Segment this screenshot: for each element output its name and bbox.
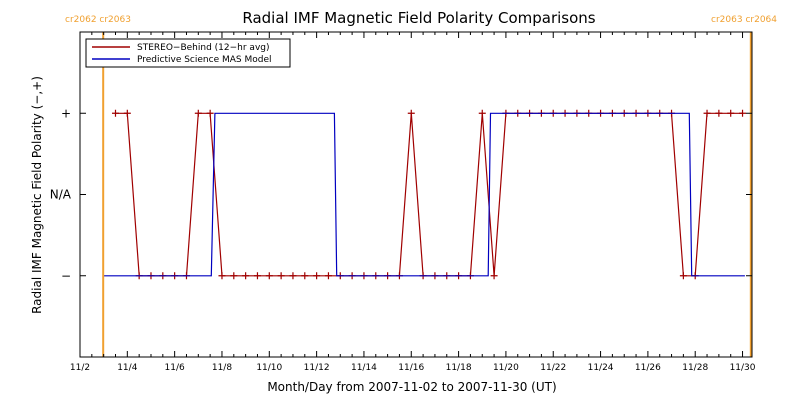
data-point-marker [407, 109, 415, 117]
y-axis-label: Radial IMF Magnetic Field Polarity (−,+) [30, 76, 44, 314]
carrington-rotation-label: cr2062 cr2063 [65, 15, 131, 25]
data-point-marker [289, 272, 297, 280]
x-tick-label: 11/18 [446, 363, 472, 373]
legend-box [85, 38, 291, 68]
data-point-marker [218, 272, 226, 280]
data-point-marker [324, 272, 332, 280]
data-point-marker [242, 272, 250, 280]
x-tick-label: 11/14 [351, 363, 377, 373]
x-ticks: 11/2 11/4 11/6 11/8 11/10 11/12 11/14 11/16 11/1… [70, 32, 756, 373]
data-point-marker [277, 272, 285, 280]
x-tick-label: 11/8 [212, 363, 232, 373]
x-tick-label: 11/30 [730, 363, 756, 373]
legend: STEREO−Behind (12−hr avg) Predictive Scie… [85, 38, 291, 68]
data-point-marker [123, 109, 131, 117]
y-level-label: − [61, 269, 71, 283]
chart-title: Radial IMF Magnetic Field Polarity Compa… [242, 9, 595, 27]
data-point-marker [194, 109, 202, 117]
data-point-marker [301, 272, 309, 280]
data-point-marker [715, 109, 723, 117]
data-point-marker [727, 109, 735, 117]
x-tick-label: 11/2 [70, 363, 90, 373]
data-point-marker [265, 272, 273, 280]
data-point-marker [478, 109, 486, 117]
data-point-marker [253, 272, 261, 280]
x-tick-label: 11/22 [540, 363, 566, 373]
series-layer [103, 109, 747, 280]
series-line-mas-model [103, 112, 745, 277]
legend-entry-label: STEREO−Behind (12−hr avg) [137, 43, 270, 53]
data-point-marker [206, 109, 214, 117]
x-axis-label: Month/Day from 2007-11-02 to 2007-11-30 … [267, 380, 556, 394]
data-point-marker [313, 272, 321, 280]
x-tick-label: 11/16 [398, 363, 424, 373]
x-tick-label: 11/4 [117, 363, 137, 373]
legend-entry-label: Predictive Science MAS Model [137, 55, 272, 65]
x-tick-label: 11/28 [682, 363, 708, 373]
carrington-rotation-label: cr2063 cr2064 [711, 15, 777, 25]
x-tick-label: 11/12 [304, 363, 330, 373]
x-tick-label: 11/26 [635, 363, 661, 373]
y-levels: + N/A − [50, 106, 752, 283]
y-level-label: N/A [50, 188, 72, 202]
data-point-marker [739, 109, 747, 117]
x-tick-label: 11/6 [165, 363, 185, 373]
x-tick-label: 11/10 [256, 363, 282, 373]
data-point-marker [703, 109, 711, 117]
x-tick-label: 11/24 [588, 363, 614, 373]
data-point-marker [230, 272, 238, 280]
data-point-marker [490, 272, 498, 280]
data-point-marker [679, 272, 687, 280]
x-tick-label: 11/20 [493, 363, 519, 373]
data-point-marker [111, 109, 119, 117]
y-level-label: + [61, 106, 71, 120]
